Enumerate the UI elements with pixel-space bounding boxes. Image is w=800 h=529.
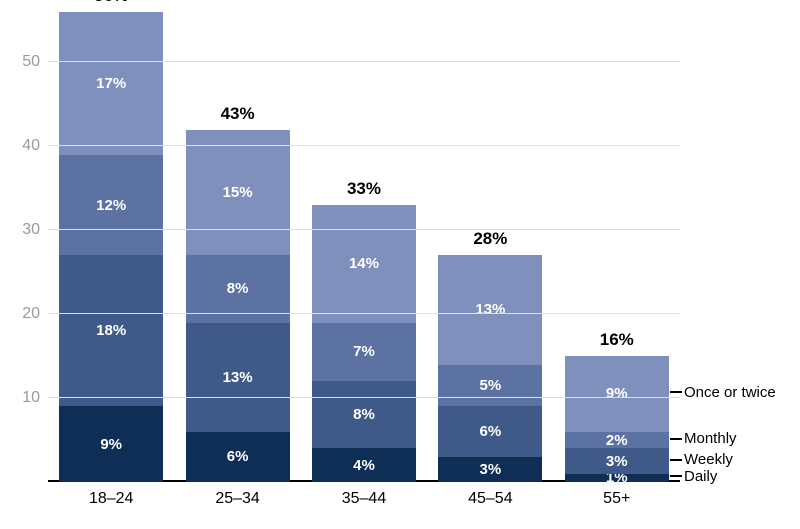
segment-label: 2% — [606, 432, 628, 449]
bar-column: 4%8%7%14%33%35–44 — [312, 205, 416, 482]
bar-stack: 6%13%8%15%43% — [186, 130, 290, 482]
bar-total-label: 56% — [59, 0, 163, 12]
legend-tick-icon — [670, 438, 682, 440]
gridline — [48, 397, 680, 398]
bar-segment-weekly: 8% — [312, 381, 416, 448]
y-tick-label: 20 — [22, 305, 48, 323]
segment-label: 9% — [100, 436, 122, 453]
y-tick-label: 40 — [22, 137, 48, 155]
bar-segment-monthly: 12% — [59, 155, 163, 256]
segment-label: 3% — [480, 461, 502, 478]
segment-label: 18% — [96, 322, 126, 339]
y-tick-label: 50 — [22, 53, 48, 71]
segment-label: 13% — [223, 369, 253, 386]
segment-label: 12% — [96, 197, 126, 214]
segment-label: 8% — [353, 406, 375, 423]
legend-label: Once or twice — [684, 384, 776, 401]
bars-container: 9%18%12%17%56%18–246%13%8%15%43%25–344%8… — [48, 12, 680, 482]
bar-stack: 1%3%2%9%16% — [565, 356, 669, 482]
x-tick-label: 45–54 — [438, 482, 542, 508]
segment-label: 6% — [480, 423, 502, 440]
bar-segment-once_or_twice: 14% — [312, 205, 416, 323]
y-tick-label: 30 — [22, 221, 48, 239]
legend-tick-icon — [670, 391, 682, 393]
x-tick-label: 35–44 — [312, 482, 416, 508]
legend-tick-icon — [670, 475, 682, 477]
bar-segment-monthly: 2% — [565, 432, 669, 449]
gridline — [48, 313, 680, 314]
bar-stack: 4%8%7%14%33% — [312, 205, 416, 482]
segment-label: 9% — [606, 385, 628, 402]
segment-label: 7% — [353, 343, 375, 360]
gridline — [48, 145, 680, 146]
bar-column: 9%18%12%17%56%18–24 — [59, 12, 163, 482]
bar-segment-daily: 1% — [565, 474, 669, 482]
bar-segment-weekly: 13% — [186, 323, 290, 432]
bar-total-label: 16% — [565, 330, 669, 356]
segment-label: 17% — [96, 75, 126, 92]
legend-label: Monthly — [684, 430, 737, 447]
bar-segment-daily: 4% — [312, 448, 416, 482]
bar-segment-daily: 3% — [438, 457, 542, 482]
bar-segment-weekly: 18% — [59, 255, 163, 406]
segment-label: 5% — [480, 377, 502, 394]
bar-segment-weekly: 6% — [438, 406, 542, 456]
gridline — [48, 61, 680, 62]
bar-column: 6%13%8%15%43%25–34 — [186, 130, 290, 482]
bar-total-label: 33% — [312, 179, 416, 205]
legend-tick-icon — [670, 459, 682, 461]
bar-total-label: 28% — [438, 229, 542, 255]
bar-total-label: 43% — [186, 104, 290, 130]
segment-label: 3% — [606, 453, 628, 470]
bar-segment-monthly: 5% — [438, 365, 542, 407]
bar-segment-once_or_twice: 17% — [59, 12, 163, 155]
legend-label: Daily — [684, 468, 717, 485]
bar-segment-daily: 9% — [59, 406, 163, 482]
legend-item-monthly: Monthly — [684, 430, 737, 447]
gridline — [48, 229, 680, 230]
bar-stack: 9%18%12%17%56% — [59, 12, 163, 482]
bar-segment-once_or_twice: 9% — [565, 356, 669, 432]
x-tick-label: 18–24 — [59, 482, 163, 508]
legend-item-weekly: Weekly — [684, 451, 733, 468]
x-tick-label: 55+ — [565, 482, 669, 508]
segment-label: 15% — [223, 184, 253, 201]
segment-label: 8% — [227, 280, 249, 297]
stacked-bar-chart: 9% 18% 12% 17% 56% 18–24 6% 13% 8% 15% 43% 25–34 4% 8… — [0, 0, 800, 529]
bar-segment-monthly: 7% — [312, 323, 416, 382]
bar-column: 1%3%2%9%16%55+ — [565, 356, 669, 482]
segment-label: 13% — [475, 301, 505, 318]
bar-segment-once_or_twice: 13% — [438, 255, 542, 364]
bar-stack: 3%6%5%13%28% — [438, 255, 542, 482]
bar-segment-daily: 6% — [186, 432, 290, 482]
segment-label: 6% — [227, 448, 249, 465]
segment-label: 4% — [353, 457, 375, 474]
x-tick-label: 25–34 — [186, 482, 290, 508]
bar-segment-weekly: 3% — [565, 448, 669, 473]
y-tick-label: 10 — [22, 389, 48, 407]
segment-label: 14% — [349, 255, 379, 272]
bar-segment-once_or_twice: 15% — [186, 130, 290, 256]
legend-item-once_or_twice: Once or twice — [684, 384, 776, 401]
bar-column: 3%6%5%13%28%45–54 — [438, 255, 542, 482]
legend-label: Weekly — [684, 451, 733, 468]
plot-area: 9%18%12%17%56%18–246%13%8%15%43%25–344%8… — [48, 12, 680, 482]
segment-label: 1% — [606, 474, 628, 482]
legend-item-daily: Daily — [684, 468, 717, 485]
